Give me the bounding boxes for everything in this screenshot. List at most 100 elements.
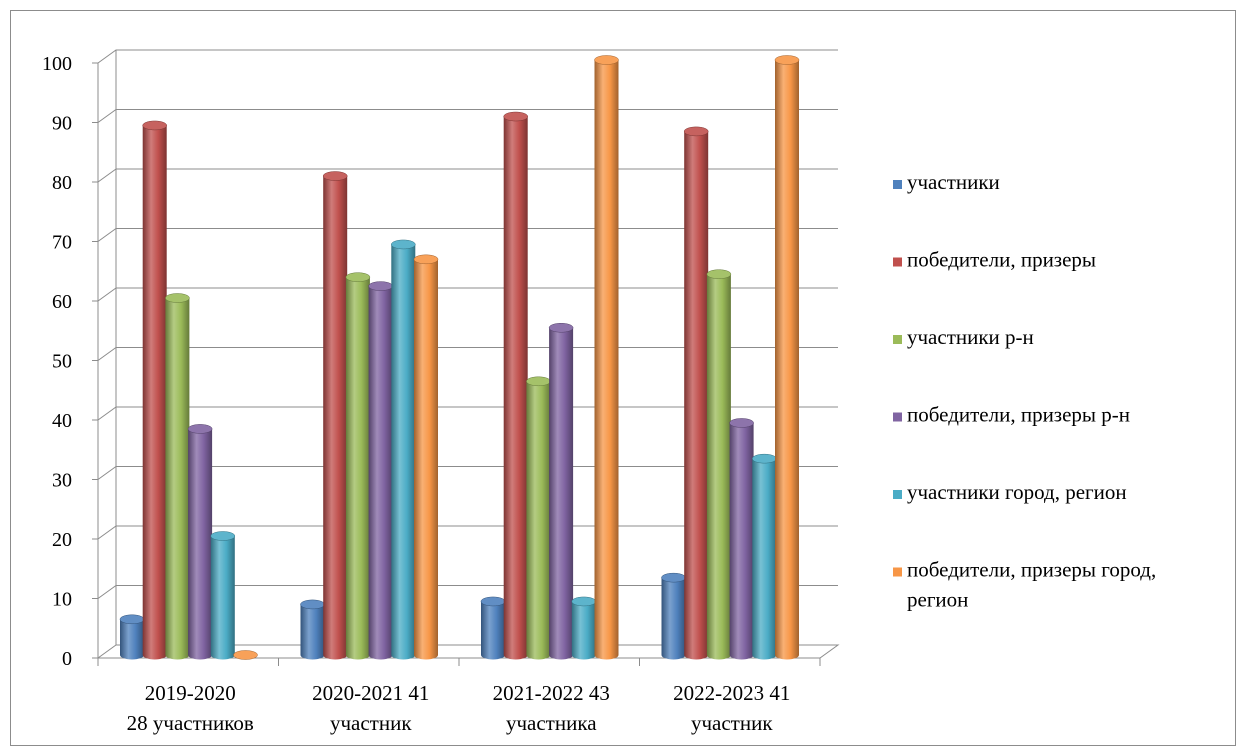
bar-body bbox=[345, 277, 370, 660]
bar bbox=[322, 171, 348, 660]
legend-label: победители, призеры bbox=[907, 248, 1096, 272]
bar bbox=[706, 269, 732, 660]
gridline bbox=[97, 109, 838, 123]
bar bbox=[661, 572, 686, 660]
legend-label: победители, призеры р-н bbox=[907, 403, 1130, 427]
bar-body bbox=[706, 274, 731, 660]
legend-label: победители, призеры город, bbox=[907, 558, 1156, 582]
y-tick-label: 70 bbox=[52, 232, 72, 254]
bar-body bbox=[752, 458, 777, 660]
bar-body bbox=[368, 286, 393, 660]
bar-top bbox=[774, 55, 800, 65]
bar-top bbox=[368, 281, 393, 291]
bar-body bbox=[571, 601, 596, 660]
bar bbox=[210, 531, 236, 660]
category-label: 28 участников bbox=[127, 711, 254, 735]
bar-top bbox=[706, 269, 732, 279]
y-tick-label: 50 bbox=[52, 351, 72, 373]
bar-top bbox=[683, 126, 709, 137]
category-label: 2021-2022 43 bbox=[493, 681, 610, 705]
bar bbox=[233, 650, 258, 660]
bar bbox=[119, 614, 145, 660]
bar bbox=[391, 239, 416, 660]
bar-body bbox=[210, 536, 235, 660]
bar bbox=[752, 453, 777, 660]
bar-top bbox=[503, 111, 528, 122]
bar bbox=[300, 599, 325, 660]
legend-label: участники bbox=[907, 170, 1000, 194]
bar-top bbox=[233, 650, 258, 660]
y-tick-label: 60 bbox=[52, 291, 72, 313]
category-label: 2020-2021 41 bbox=[312, 681, 429, 705]
bar-top bbox=[119, 614, 145, 625]
bar-body bbox=[165, 298, 190, 660]
y-tick-label: 40 bbox=[52, 410, 72, 432]
bar bbox=[774, 55, 800, 660]
bar-top bbox=[594, 55, 619, 65]
bar-body bbox=[391, 244, 416, 660]
bar-top bbox=[729, 418, 754, 428]
legend-swatch bbox=[893, 257, 902, 267]
bar bbox=[187, 424, 213, 660]
category-label: 2019-2020 bbox=[145, 681, 236, 705]
bar-top bbox=[480, 596, 506, 607]
y-tick-label: 80 bbox=[52, 172, 72, 194]
legend-swatch bbox=[893, 490, 902, 499]
legend-label: регион bbox=[907, 588, 968, 612]
y-tick-label: 30 bbox=[52, 470, 72, 492]
category-label: участник bbox=[691, 711, 773, 735]
bar bbox=[548, 323, 574, 660]
bar-body bbox=[323, 176, 348, 660]
bar-body bbox=[684, 131, 709, 660]
legend-swatch bbox=[893, 180, 902, 189]
bar-top bbox=[526, 376, 551, 387]
legend: участники победители, призеры участники р-… bbox=[893, 170, 1156, 612]
legend-label: участники р-н bbox=[907, 325, 1034, 349]
legend-swatch bbox=[893, 412, 902, 422]
bar-top bbox=[210, 531, 236, 541]
bar bbox=[594, 55, 619, 660]
bar bbox=[165, 293, 190, 660]
y-tick-label: 90 bbox=[52, 113, 72, 135]
legend-label: участники город, регион bbox=[907, 480, 1127, 504]
bar-top bbox=[413, 254, 439, 265]
bar-body bbox=[549, 327, 574, 660]
bar-top bbox=[548, 323, 574, 333]
bar-body bbox=[188, 428, 213, 660]
bar bbox=[368, 281, 393, 660]
gridline bbox=[97, 49, 838, 64]
bar-top bbox=[165, 293, 190, 303]
y-tick-label: 0 bbox=[62, 648, 72, 670]
gridline bbox=[97, 168, 838, 183]
bar bbox=[142, 120, 167, 660]
bar-body bbox=[594, 60, 619, 660]
bar-top bbox=[571, 596, 597, 607]
bar bbox=[503, 111, 528, 660]
bar-body bbox=[300, 604, 325, 660]
bar-body bbox=[120, 619, 144, 660]
bar-body bbox=[775, 60, 799, 660]
gridline bbox=[97, 228, 838, 242]
bar bbox=[526, 376, 551, 660]
bar-body bbox=[526, 381, 551, 660]
bar-top bbox=[322, 171, 348, 181]
bar-body bbox=[481, 601, 505, 660]
bar bbox=[413, 254, 439, 660]
category-label: 2022-2023 41 bbox=[673, 681, 790, 705]
bar-body bbox=[503, 116, 528, 660]
bar bbox=[729, 418, 754, 660]
category-label: участник bbox=[330, 711, 412, 735]
y-tick-label: 100 bbox=[42, 53, 72, 75]
bar bbox=[571, 596, 597, 660]
y-tick-label: 10 bbox=[52, 589, 72, 611]
bar-top bbox=[391, 239, 416, 250]
bar-body bbox=[142, 125, 167, 660]
bars-layer bbox=[119, 55, 800, 660]
bar-top bbox=[142, 120, 167, 131]
bar-body bbox=[729, 422, 754, 660]
bar-top bbox=[187, 424, 213, 434]
bar bbox=[480, 596, 506, 660]
category-label: участника bbox=[506, 711, 597, 735]
bar bbox=[683, 126, 709, 660]
